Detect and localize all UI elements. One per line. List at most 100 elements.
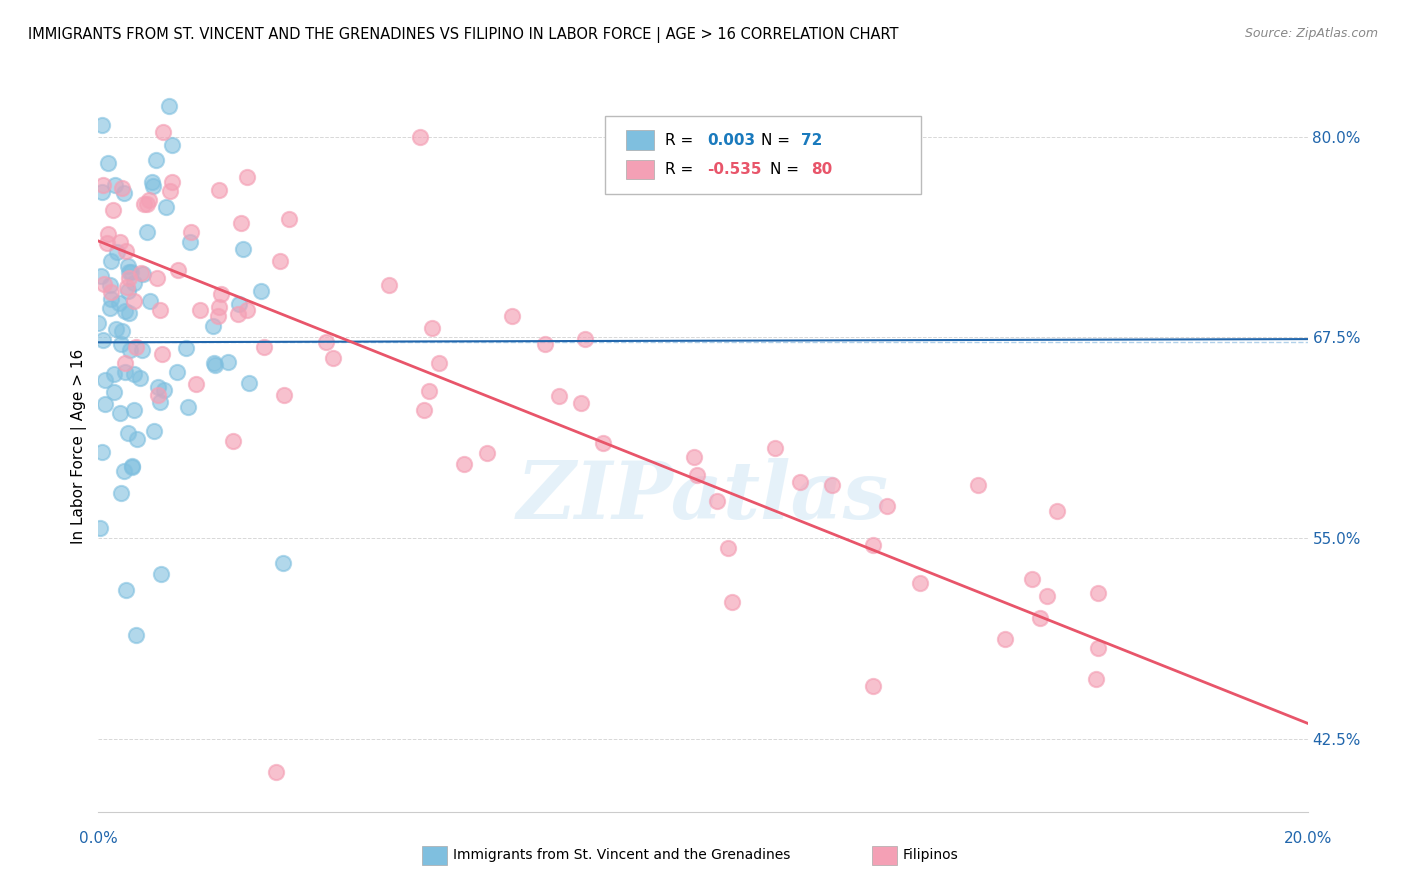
Point [427, 356, 450, 370]
Point [115, 279, 138, 293]
Point [1087, 641, 1109, 656]
Point [131, 266, 153, 280]
Point [131, 343, 153, 358]
Point [124, 403, 146, 417]
Point [592, 436, 614, 450]
Point [160, 175, 183, 189]
Point [238, 376, 260, 390]
Point [118, 343, 141, 358]
Point [706, 493, 728, 508]
Point [96, 235, 118, 250]
Point [114, 356, 136, 370]
Point [91, 118, 114, 132]
Point [145, 270, 167, 285]
Point [179, 235, 201, 249]
Point [217, 355, 239, 369]
Point [114, 365, 136, 379]
Point [108, 235, 131, 249]
Point [121, 460, 143, 475]
Point [143, 424, 166, 438]
Point [548, 389, 571, 403]
Point [264, 764, 287, 779]
Point [90, 185, 112, 199]
Point [157, 99, 180, 113]
Point [128, 371, 150, 385]
Point [117, 259, 139, 273]
Point [876, 500, 898, 514]
Point [994, 632, 1017, 646]
Point [103, 367, 125, 381]
Point [155, 200, 177, 214]
Point [249, 285, 271, 299]
Point [125, 432, 148, 446]
Point [91, 178, 114, 192]
Point [176, 341, 198, 355]
Point [93, 277, 115, 291]
Point [211, 287, 233, 301]
Point [87, 316, 110, 330]
Point [420, 321, 443, 335]
Point [118, 270, 141, 285]
Text: Filipinos: Filipinos [903, 847, 959, 862]
Point [98, 277, 121, 292]
Point [862, 679, 884, 693]
Point [100, 253, 122, 268]
Point [204, 356, 226, 370]
Point [201, 318, 224, 333]
Text: R =: R = [665, 133, 699, 147]
Point [862, 538, 884, 552]
Point [453, 457, 475, 471]
Point [121, 458, 143, 473]
Point [908, 576, 931, 591]
Point [574, 332, 596, 346]
Point [186, 376, 208, 391]
Point [160, 137, 183, 152]
Point [207, 309, 229, 323]
Point [273, 388, 295, 402]
Point [409, 129, 432, 144]
Point [115, 582, 138, 597]
Point [142, 178, 165, 193]
Point [94, 373, 117, 387]
Point [208, 300, 231, 314]
Point [236, 303, 259, 318]
Point [150, 347, 173, 361]
Point [91, 333, 114, 347]
Point [117, 425, 139, 440]
Point [141, 176, 163, 190]
Point [115, 244, 138, 258]
Point [967, 477, 990, 491]
Point [118, 306, 141, 320]
Point [125, 628, 148, 642]
Text: 0.003: 0.003 [707, 133, 755, 147]
Point [269, 253, 291, 268]
Point [204, 358, 226, 372]
Text: N =: N = [770, 162, 804, 177]
Point [136, 225, 159, 239]
Point [110, 406, 132, 420]
Point [110, 336, 132, 351]
Point [167, 263, 190, 277]
Point [253, 340, 276, 354]
Text: Immigrants from St. Vincent and the Grenadines: Immigrants from St. Vincent and the Gren… [453, 847, 790, 862]
Point [569, 396, 592, 410]
Point [418, 384, 440, 398]
Point [413, 402, 436, 417]
Y-axis label: In Labor Force | Age > 16: In Labor Force | Age > 16 [72, 349, 87, 543]
Point [100, 285, 122, 299]
Point [125, 340, 148, 354]
Point [208, 183, 231, 197]
Text: 0.0%: 0.0% [79, 831, 118, 846]
Point [136, 196, 159, 211]
Point [104, 178, 127, 193]
Point [686, 467, 709, 482]
Point [122, 276, 145, 290]
Point [720, 595, 742, 609]
Point [149, 394, 172, 409]
Point [322, 351, 344, 365]
Point [118, 265, 141, 279]
Point [1084, 672, 1107, 686]
Point [146, 387, 169, 401]
Point [114, 304, 136, 318]
Text: R =: R = [665, 162, 699, 177]
